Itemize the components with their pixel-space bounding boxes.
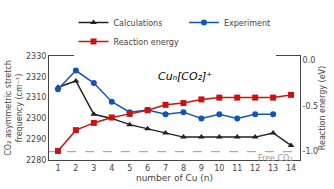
svg-text:Reaction energy (eV): Reaction energy (eV) (318, 66, 327, 150)
svg-text:13: 13 (268, 164, 278, 173)
svg-text:4: 4 (109, 164, 114, 173)
svg-text:Free CO₂: Free CO₂ (258, 154, 293, 163)
svg-text:Cuₙ[CO₂]⁺: Cuₙ[CO₂]⁺ (158, 70, 212, 83)
svg-text:12: 12 (250, 164, 260, 173)
svg-text:CO₂ asymmetric stretchfrequenc: CO₂ asymmetric stretchfrequency (cm⁻¹) (4, 60, 23, 155)
svg-text:3: 3 (91, 164, 96, 173)
svg-text:2: 2 (73, 164, 78, 173)
svg-text:6: 6 (145, 164, 150, 173)
svg-text:2290: 2290 (26, 135, 46, 144)
svg-text:2320: 2320 (26, 73, 46, 82)
svg-text:7: 7 (163, 164, 168, 173)
svg-text:2300: 2300 (26, 114, 46, 123)
svg-text:14: 14 (286, 164, 296, 173)
svg-text:5: 5 (127, 164, 132, 173)
svg-text:2280: 2280 (26, 156, 46, 165)
svg-text:-1.0: -1.0 (303, 147, 319, 156)
svg-text:Experiment: Experiment (224, 19, 270, 28)
svg-text:-0.5: -0.5 (303, 102, 319, 111)
svg-text:11: 11 (232, 164, 242, 173)
svg-text:2330: 2330 (26, 52, 46, 61)
svg-text:Reaction energy: Reaction energy (114, 38, 179, 47)
svg-text:number of Cu (n): number of Cu (n) (136, 173, 213, 183)
svg-text:1: 1 (55, 164, 60, 173)
svg-text:9: 9 (199, 164, 204, 173)
svg-text:10: 10 (214, 164, 224, 173)
svg-text:2310: 2310 (26, 93, 46, 102)
svg-text:Calculations: Calculations (114, 19, 163, 28)
svg-text:8: 8 (181, 164, 186, 173)
svg-text:0.0: 0.0 (303, 56, 316, 65)
